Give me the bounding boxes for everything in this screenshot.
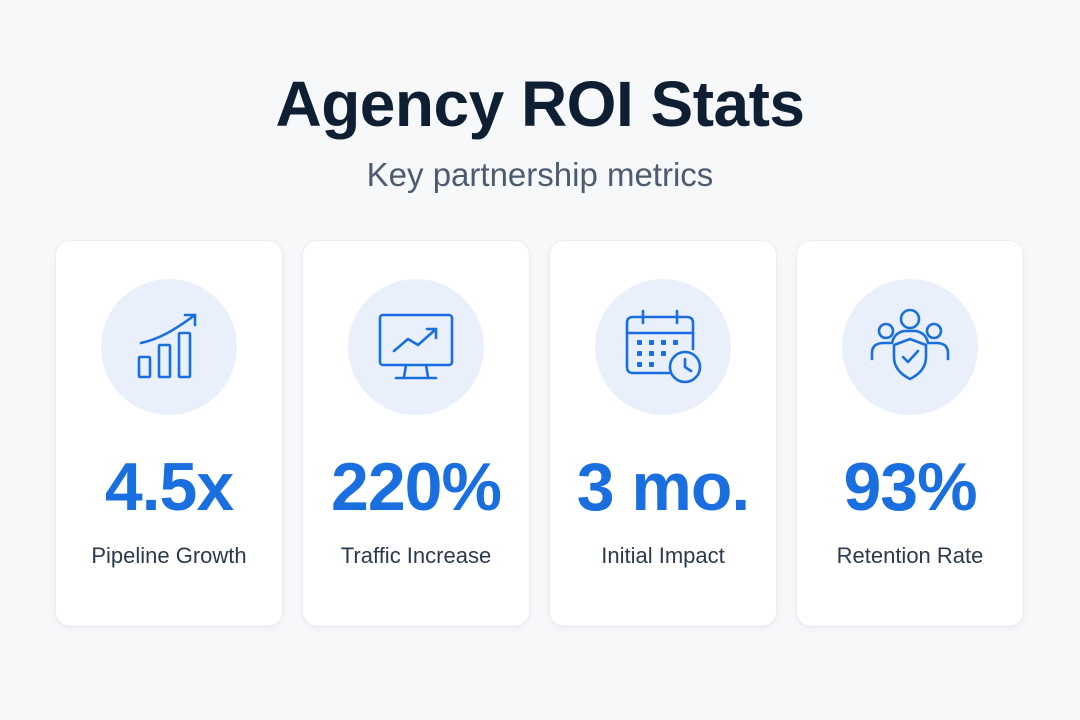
stat-value: 93%: [843, 449, 977, 525]
monitor-trend-icon: [378, 313, 454, 380]
stat-card-pipeline-growth: 4.5x Pipeline Growth: [56, 241, 282, 626]
team-shield-icon: [870, 308, 950, 381]
stat-label: Traffic Increase: [340, 543, 492, 568]
stat-card-traffic-increase: 220% Traffic Increase: [303, 241, 529, 626]
stat-card-initial-impact: 3 mo. Initial Impact: [550, 241, 776, 626]
stat-value: 220%: [331, 449, 502, 525]
stat-value: 3 mo.: [576, 449, 751, 525]
calendar-clock-icon: [625, 309, 702, 384]
page-subtitle: Key partnership metrics: [366, 156, 714, 193]
icon-badge: [101, 279, 237, 415]
page-title: Agency ROI Stats: [275, 68, 805, 140]
stat-label: Pipeline Growth: [91, 543, 247, 568]
stat-label: Initial Impact: [601, 543, 725, 568]
bar-chart-growth-icon: [137, 313, 197, 379]
icon-badge: [348, 279, 484, 415]
stat-value: 4.5x: [104, 449, 234, 525]
icon-badge: [842, 279, 978, 415]
icon-badge: [595, 279, 731, 415]
stats-cards: 4.5x Pipeline Growth 220% Traffic Increa…: [56, 241, 1024, 626]
stat-card-retention-rate: 93% Retention Rate: [797, 241, 1023, 626]
stat-label: Retention Rate: [836, 543, 984, 568]
